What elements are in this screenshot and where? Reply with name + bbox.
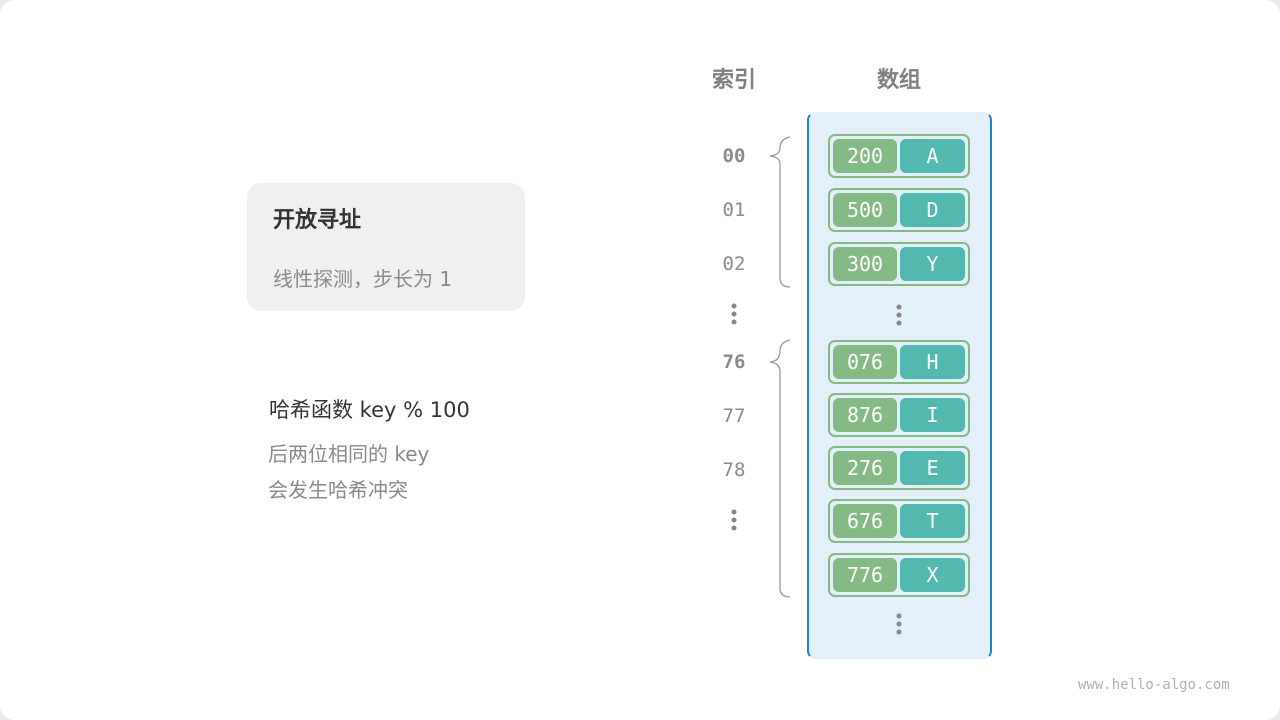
bucket-key: 776 — [833, 558, 897, 592]
array-header: 数组 — [876, 68, 922, 93]
index-ellipsis-icon — [731, 303, 737, 325]
bucket-key: 276 — [833, 451, 897, 485]
bucket: 200 A — [828, 134, 970, 178]
brace-bottom — [769, 339, 791, 598]
bucket-key: 500 — [833, 193, 897, 227]
bucket-value: T — [900, 504, 965, 538]
bucket-value: I — [900, 398, 965, 432]
note-line-2: 会发生哈希冲突 — [268, 478, 408, 502]
index-77: 77 — [722, 405, 746, 427]
bucket-value: X — [900, 558, 965, 592]
bucket-key: 876 — [833, 398, 897, 432]
bucket: 276 E — [828, 446, 970, 490]
open-addressing-card — [247, 183, 525, 311]
bucket-value: H — [900, 345, 965, 379]
bucket: 876 I — [828, 393, 970, 437]
bucket: 676 T — [828, 499, 970, 543]
index-78: 78 — [722, 459, 746, 481]
hash-function-label: 哈希函数 key % 100 — [269, 398, 470, 422]
index-76: 76 — [722, 351, 746, 373]
index-01: 01 — [722, 199, 746, 221]
array-ellipsis-icon — [896, 304, 902, 326]
index-02: 02 — [722, 253, 746, 275]
bucket-value: E — [900, 451, 965, 485]
bucket-value: A — [900, 139, 965, 173]
bucket: 500 D — [828, 188, 970, 232]
watermark: www.hello-algo.com — [1078, 677, 1230, 693]
bucket: 076 H — [828, 340, 970, 384]
index-00: 00 — [722, 145, 746, 167]
bucket-key: 076 — [833, 345, 897, 379]
array-ellipsis-icon — [896, 613, 902, 635]
note-line-1: 后两位相同的 key — [268, 442, 430, 466]
bucket-value: Y — [900, 247, 965, 281]
bucket: 300 Y — [828, 242, 970, 286]
bucket-value: D — [900, 193, 965, 227]
index-header: 索引 — [711, 68, 757, 93]
card-title: 开放寻址 — [273, 208, 362, 233]
bucket-key: 676 — [833, 504, 897, 538]
bucket-key: 300 — [833, 247, 897, 281]
index-ellipsis-icon — [731, 509, 737, 531]
bucket-key: 200 — [833, 139, 897, 173]
brace-top — [769, 136, 791, 288]
card-subtitle: 线性探测，步长为 1 — [273, 267, 453, 291]
bucket: 776 X — [828, 553, 970, 597]
